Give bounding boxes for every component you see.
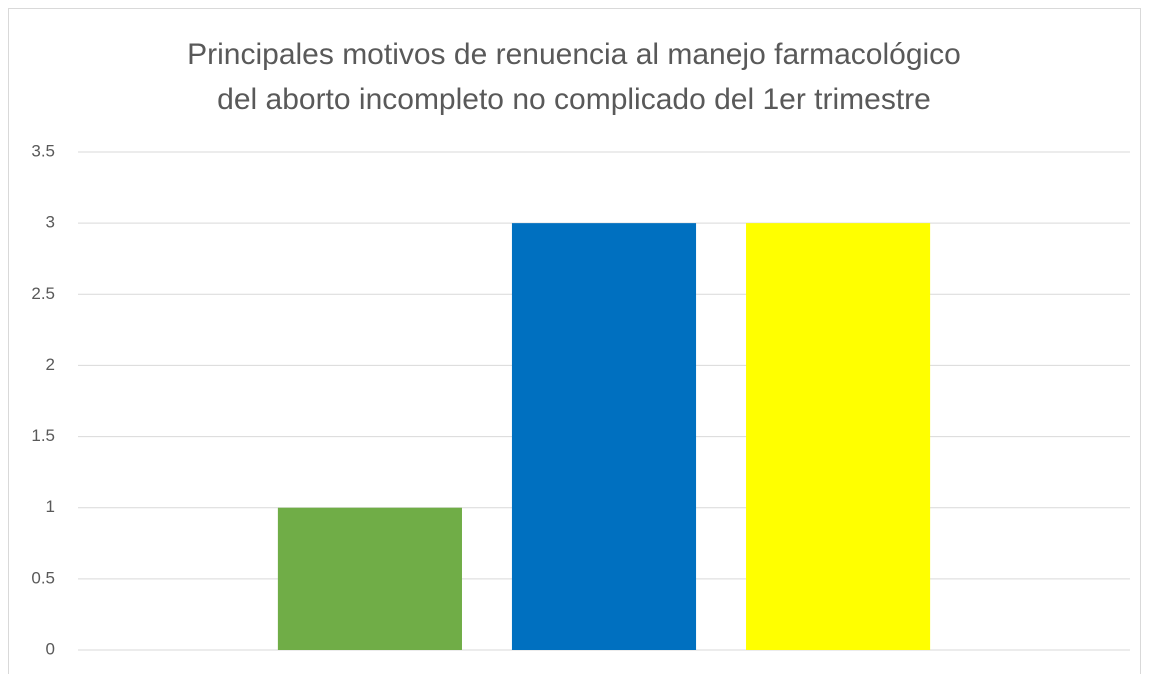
bar (746, 223, 931, 650)
chart-title: del aborto incompleto no complicado del … (217, 83, 931, 116)
y-tick-label: 0 (46, 639, 55, 658)
bar (511, 223, 697, 650)
y-tick-label: 1 (46, 497, 55, 516)
y-tick-label: 3 (46, 213, 55, 232)
y-tick-label: 2.5 (31, 284, 55, 303)
chart-title: Principales motivos de renuencia al mane… (187, 38, 961, 71)
bar (277, 507, 462, 650)
y-tick-label: 3.5 (31, 141, 55, 160)
y-tick-label: 0.5 (31, 568, 55, 587)
y-tick-label: 2 (46, 355, 55, 374)
y-tick-label: 1.5 (31, 426, 55, 445)
